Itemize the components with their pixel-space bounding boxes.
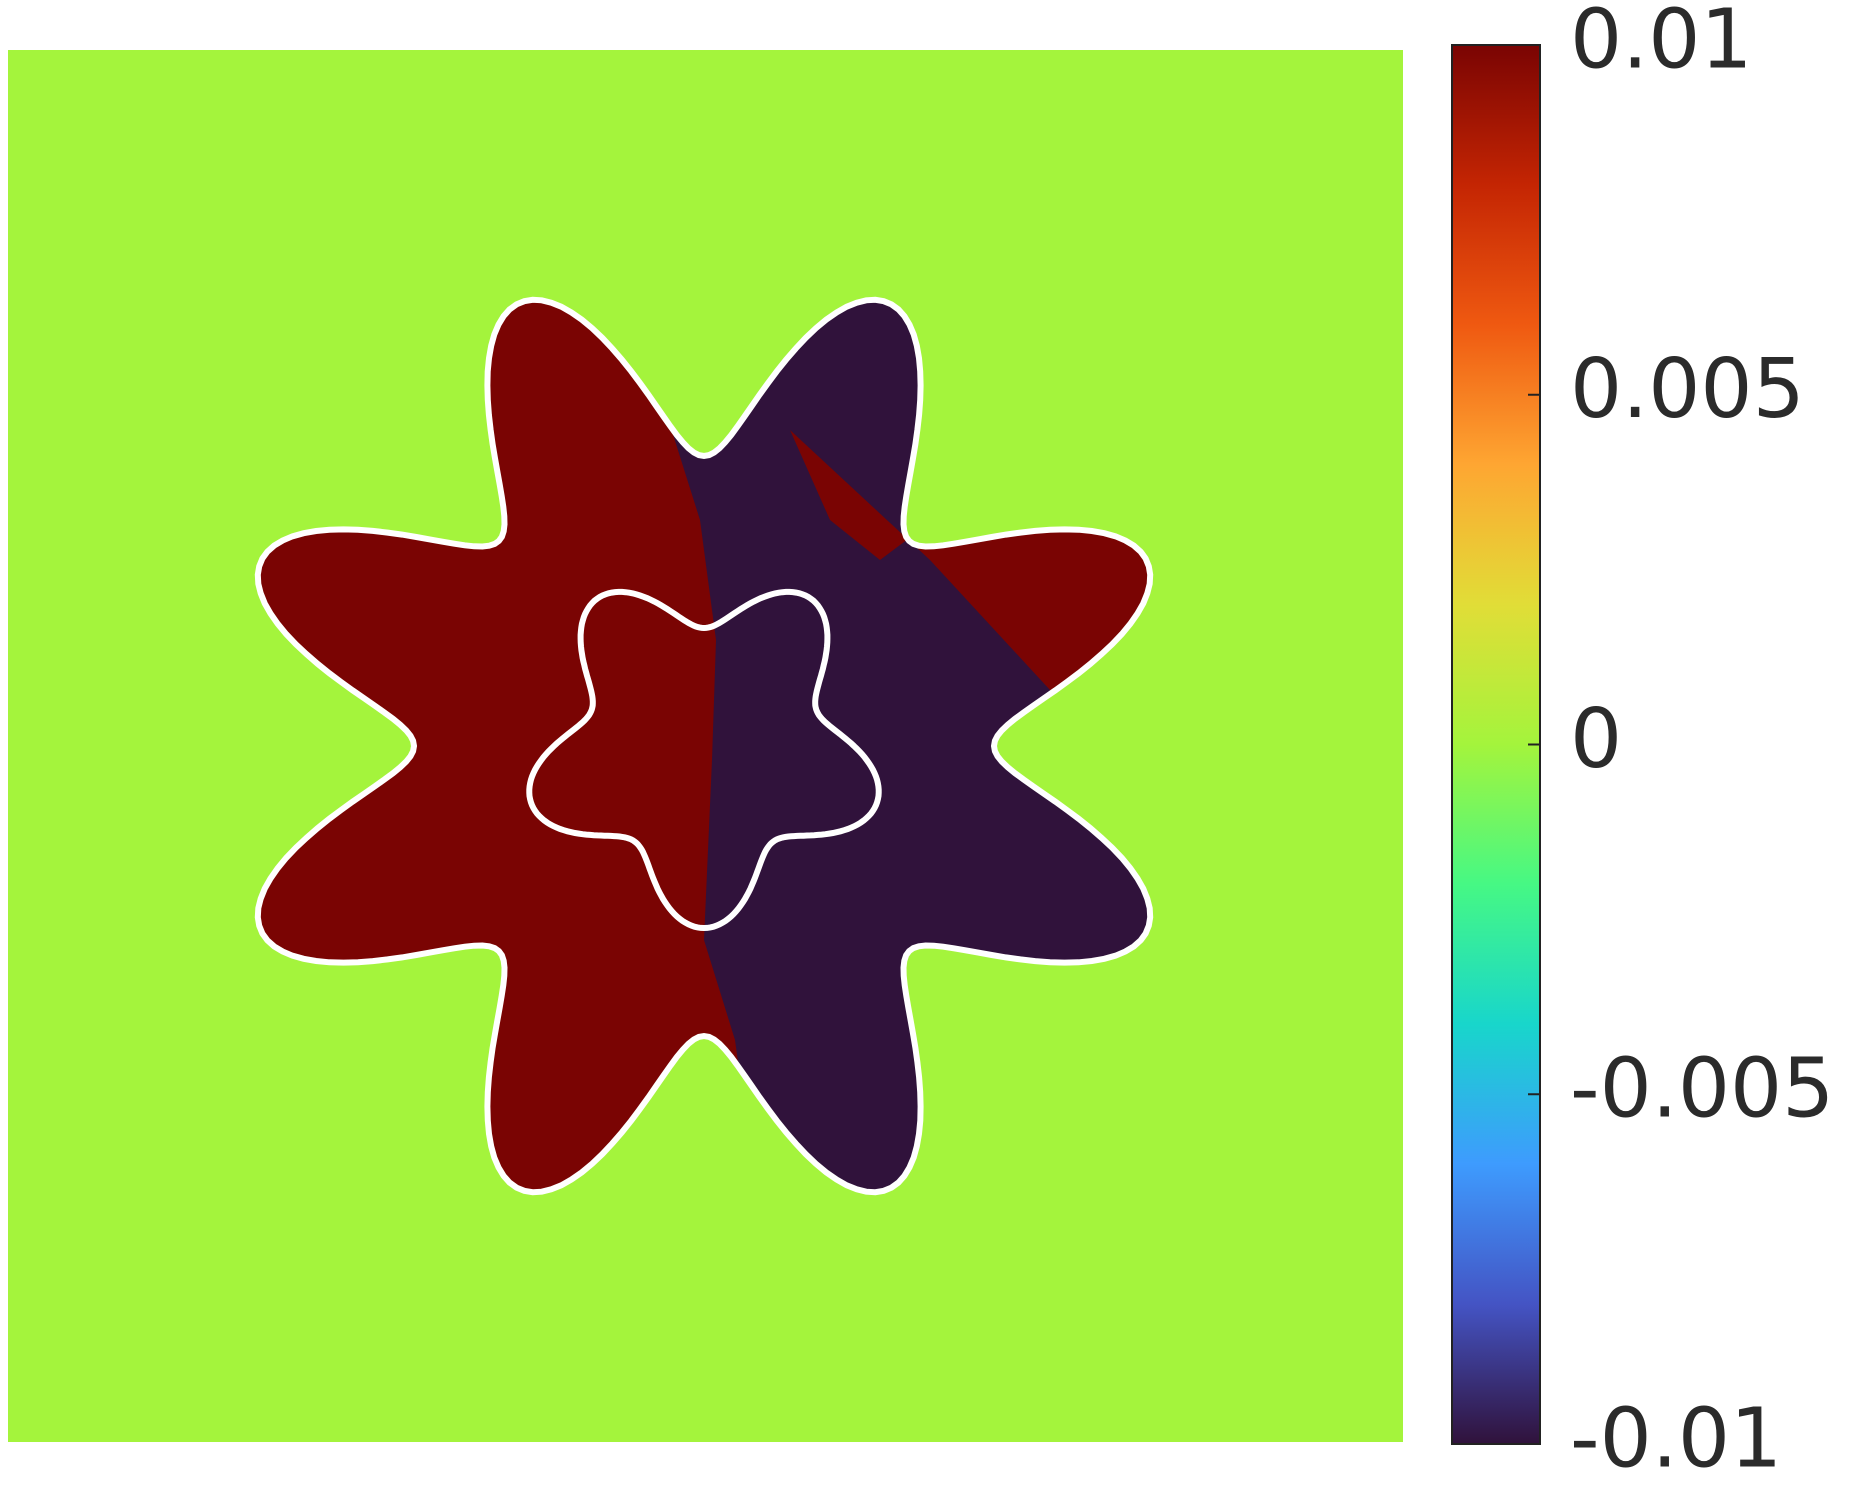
colorbar-tick-label: 0.01 xyxy=(1570,0,1753,87)
colorbar-tick-label: 0.005 xyxy=(1570,342,1805,437)
colorbar-tick-label: -0.01 xyxy=(1570,1391,1782,1486)
colorbar-tick-label: -0.005 xyxy=(1570,1042,1834,1137)
outer-boundary xyxy=(254,296,1154,1196)
inner-boundary xyxy=(526,588,882,932)
colorbar-tick-label: 0 xyxy=(1570,692,1622,787)
positive-region xyxy=(790,430,1151,700)
colorbar xyxy=(1451,44,1541,1445)
